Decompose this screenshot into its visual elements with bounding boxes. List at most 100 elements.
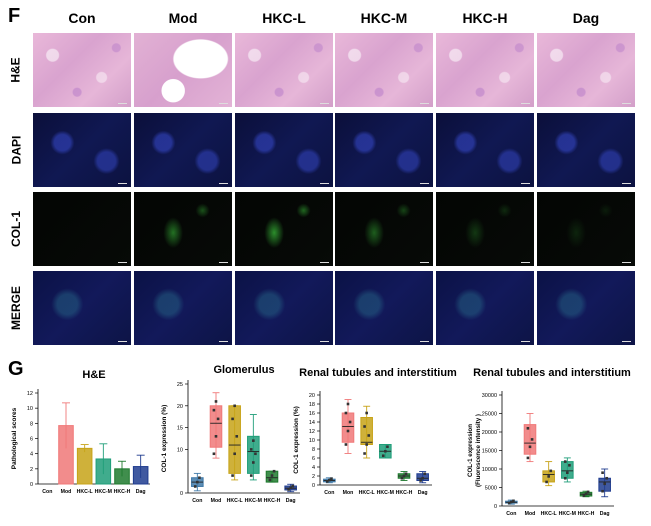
- chart-1-ytick-label: 20: [177, 404, 183, 410]
- micrograph-dapi-dag: [537, 113, 635, 187]
- chart-1-xtick-label: Mod: [211, 498, 222, 504]
- micrograph-he-hkc-l: [235, 33, 333, 107]
- chart-3-ytick-label: 15000: [482, 449, 497, 455]
- chart-2-data-point: [419, 479, 422, 482]
- micrograph-merge-hkc-h: [436, 271, 534, 345]
- chart-2-data-point: [344, 411, 348, 415]
- chart-0-xtick-label: HKC-L: [77, 489, 94, 495]
- scale-bar: [219, 183, 228, 184]
- chart-0-bar-hkc-l: [76, 447, 93, 485]
- micrograph-merge-con: [33, 271, 131, 345]
- chart-1-xtick-label: Dag: [286, 498, 296, 504]
- chart-3-data-point: [549, 469, 553, 473]
- chart-3-data-point: [582, 494, 586, 497]
- chart-1-data-point: [270, 474, 274, 477]
- scale-bar: [320, 262, 329, 263]
- chart-1-title: Glomerulus: [213, 364, 274, 376]
- scale-bar: [320, 103, 329, 104]
- chart-1-ytick-label: 25: [177, 382, 183, 388]
- chart-1-xtick-label: Con: [192, 498, 202, 504]
- chart-3-box-hkc-m: [561, 461, 574, 479]
- chart-2-xtick-label: HKC-L: [359, 490, 376, 496]
- chart-0-xtick-label: Dag: [136, 489, 146, 495]
- row-label-dapi: DAPI: [9, 135, 24, 165]
- chart-1-data-point: [249, 474, 253, 477]
- chart-1-box-hkc-m: [247, 435, 260, 474]
- chart-2-data-point: [330, 477, 333, 480]
- column-header-hkc-m: HKC-M: [360, 10, 408, 26]
- panel-f-letter: F: [8, 5, 21, 27]
- chart-3-title: Renal tubules and interstitium: [473, 367, 631, 379]
- micrograph-merge-mod: [134, 271, 232, 345]
- micrograph-col1-hkc-h: [436, 192, 534, 266]
- scale-bar: [420, 262, 429, 263]
- chart-3-data-point: [568, 464, 571, 467]
- micrograph-merge-hkc-l: [235, 271, 333, 345]
- chart-2-xtick-label: HKC-H: [396, 490, 413, 496]
- chart-2-xtick-label: Dag: [418, 490, 428, 496]
- chart-0-xtick-label: Con: [42, 489, 52, 495]
- chart-3-data-point: [601, 471, 604, 474]
- scale-bar: [320, 183, 329, 184]
- chart-2-ytick-label: 16: [309, 411, 315, 417]
- row-label-merge: MERGE: [9, 285, 24, 331]
- chart-1-data-point: [231, 474, 234, 477]
- chart-2-box-hkc-l: [360, 417, 373, 445]
- micrograph-dapi-hkc-m: [335, 113, 433, 187]
- chart-1-xtick-label: HKC-M: [245, 498, 262, 504]
- chart-2-data-point: [402, 474, 406, 478]
- chart-3-data-point: [526, 427, 530, 430]
- chart-2-data-point: [363, 452, 366, 455]
- chart-3-data-point: [528, 445, 532, 449]
- scale-bar: [622, 341, 631, 342]
- micrograph-merge-hkc-m: [335, 271, 433, 345]
- chart-1-data-point: [252, 461, 255, 464]
- chart-3-xtick-label: HKC-L: [541, 511, 558, 517]
- micrograph-he-mod: [134, 33, 232, 107]
- chart-2-xtick-label: HKC-M: [377, 490, 394, 496]
- chart-3-data-point: [530, 438, 534, 441]
- chart-3-ytick-label: 5000: [485, 486, 497, 492]
- column-header-hkc-l: HKC-L: [262, 10, 306, 26]
- chart-3-ytick-label: 20000: [482, 430, 497, 436]
- chart-3-xtick-label: HKC-H: [578, 511, 595, 517]
- scale-bar: [118, 262, 127, 263]
- scale-bar: [521, 262, 530, 263]
- chart-0-ytick-label: 2: [30, 467, 33, 473]
- chart-2-data-point: [365, 411, 368, 415]
- chart-2-data-point: [367, 434, 371, 437]
- scale-bar: [521, 341, 530, 342]
- micrograph-dapi-hkc-h: [436, 113, 534, 187]
- chart-3-data-point: [545, 480, 548, 484]
- chart-1-data-point: [291, 484, 295, 488]
- chart-2-box-mod: [341, 412, 355, 443]
- row-label-col-1: COL-1: [9, 211, 23, 247]
- chart-1-ytick-label: 10: [177, 447, 183, 453]
- chart-2-ytick-label: 20: [309, 393, 315, 399]
- chart-1-data-point: [272, 469, 276, 473]
- micrograph-he-hkc-m: [335, 33, 433, 107]
- chart-2-ytick-label: 2: [312, 474, 315, 480]
- chart-1-ytick-label: 15: [177, 426, 183, 432]
- chart-1-data-point: [268, 478, 272, 482]
- chart-0-ylabel: Pathological scores: [11, 407, 18, 469]
- chart-3-data-point: [586, 490, 590, 494]
- chart-3-data-point: [563, 476, 567, 480]
- chart-2-data-point: [400, 476, 404, 480]
- chart-0-ytick-label: 0: [30, 482, 33, 488]
- chart-3-ytick-label: 25000: [482, 412, 497, 418]
- chart-2-ytick-label: 18: [309, 402, 315, 408]
- chart-3-xtick-label: HKC-M: [559, 511, 576, 517]
- micrograph-col1-dag: [537, 192, 635, 266]
- chart-2-data-point: [384, 449, 387, 453]
- scale-bar: [118, 341, 127, 342]
- chart-0-ytick-label: 4: [30, 452, 33, 458]
- chart-3-ylabel-line: COL-1 expression: [467, 424, 474, 477]
- chart-1-data-point: [249, 448, 253, 451]
- scale-bar: [420, 183, 429, 184]
- chart-2-data-point: [348, 420, 352, 424]
- scale-bar: [622, 103, 631, 104]
- chart-1-data-point: [214, 435, 218, 438]
- chart-3-ytick-label: 10000: [482, 467, 497, 473]
- chart-0-ytick-label: 8: [30, 421, 33, 427]
